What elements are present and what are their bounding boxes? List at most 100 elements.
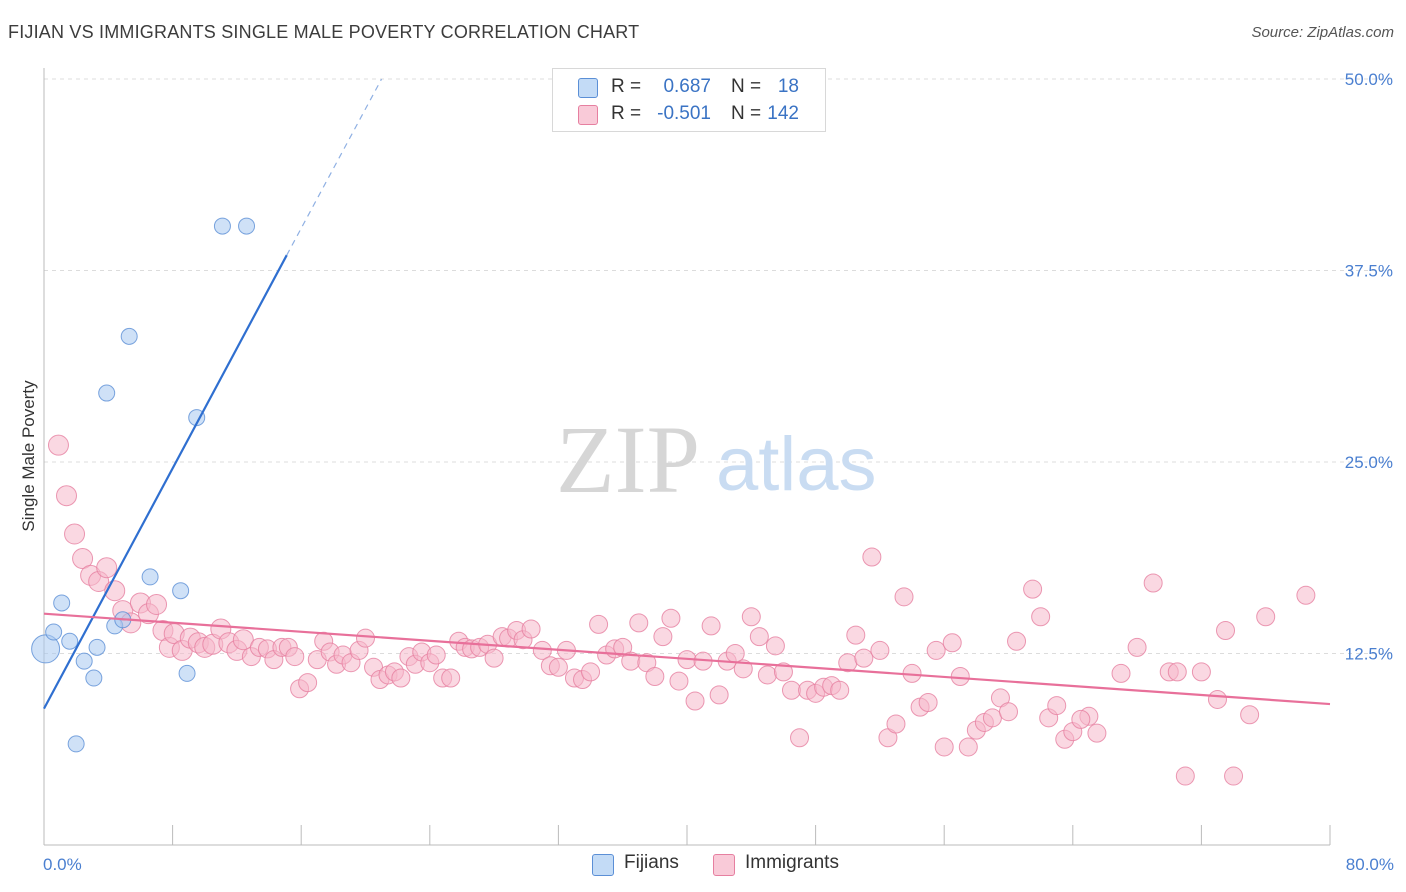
data-point-immigrants bbox=[645, 666, 665, 686]
data-point-immigrants bbox=[781, 680, 801, 700]
legend-n-label: N = bbox=[731, 76, 762, 97]
immigrants-swatch bbox=[578, 105, 598, 125]
data-point-immigrants bbox=[1240, 705, 1260, 725]
data-point-immigrants bbox=[72, 548, 94, 570]
data-point-immigrants bbox=[982, 708, 1002, 728]
data-point-immigrants bbox=[1216, 621, 1236, 641]
data-point-immigrants bbox=[521, 619, 541, 639]
data-point-immigrants bbox=[773, 662, 793, 682]
y-tick-label: 37.5% bbox=[1345, 262, 1393, 281]
data-point-immigrants bbox=[47, 434, 69, 456]
data-point-fijians bbox=[75, 652, 93, 670]
data-point-immigrants bbox=[1207, 689, 1227, 709]
series-immigrants bbox=[47, 434, 1316, 786]
data-point-fijians bbox=[85, 669, 103, 687]
trend-lines bbox=[43, 78, 1331, 710]
data-point-immigrants bbox=[1191, 662, 1211, 682]
trend-line-extension bbox=[286, 78, 383, 256]
data-point-immigrants bbox=[1143, 573, 1163, 593]
data-point-immigrants bbox=[854, 648, 874, 668]
y-tick-label: 12.5% bbox=[1345, 645, 1393, 664]
legend-r-label: R = bbox=[611, 76, 642, 97]
data-point-immigrants bbox=[391, 668, 411, 688]
data-point-immigrants bbox=[96, 557, 118, 579]
data-point-immigrants bbox=[532, 640, 552, 660]
data-point-fijians bbox=[88, 638, 106, 656]
y-tick-label: 25.0% bbox=[1345, 453, 1393, 472]
data-point-immigrants bbox=[685, 691, 705, 711]
x-tick-label-min: 0.0% bbox=[43, 855, 82, 874]
data-point-immigrants bbox=[709, 685, 729, 705]
data-point-immigrants bbox=[1007, 631, 1027, 651]
series-fijians bbox=[31, 217, 256, 753]
grid-layer bbox=[44, 78, 1394, 654]
data-point-immigrants bbox=[669, 671, 689, 691]
data-point-immigrants bbox=[285, 647, 305, 667]
data-point-immigrants bbox=[1087, 723, 1107, 743]
legend-r-value: 0.687 bbox=[663, 76, 711, 97]
data-point-fijians bbox=[141, 568, 159, 586]
data-point-immigrants bbox=[484, 648, 504, 668]
data-point-immigrants bbox=[862, 547, 882, 567]
data-point-immigrants bbox=[934, 737, 954, 757]
data-point-immigrants bbox=[441, 668, 461, 688]
data-point-immigrants bbox=[581, 662, 601, 682]
trend-line-immigrants bbox=[43, 612, 1331, 706]
x-axis bbox=[43, 68, 1331, 846]
source-label: Source: ZipAtlas.com bbox=[1251, 24, 1394, 41]
data-point-immigrants bbox=[653, 627, 673, 647]
data-point-immigrants bbox=[548, 657, 568, 677]
y-axis-ticks: 12.5% 25.0% 37.5% 50.0% bbox=[1345, 70, 1393, 664]
data-point-immigrants bbox=[830, 680, 850, 700]
data-point-immigrants bbox=[298, 673, 318, 693]
data-point-immigrants bbox=[958, 737, 978, 757]
legend-r-value: -0.501 bbox=[657, 103, 711, 124]
data-point-fijians bbox=[178, 664, 196, 682]
data-point-immigrants bbox=[1071, 709, 1091, 729]
data-point-immigrants bbox=[64, 523, 86, 545]
data-point-immigrants bbox=[765, 636, 785, 656]
data-point-immigrants bbox=[741, 607, 761, 627]
legend-n-label: N = bbox=[731, 103, 762, 124]
data-point-fijians bbox=[53, 594, 71, 612]
data-point-immigrants bbox=[1127, 637, 1147, 657]
data-point-immigrants bbox=[1047, 696, 1067, 716]
fijians-swatch bbox=[592, 854, 614, 876]
data-point-immigrants bbox=[146, 593, 168, 615]
data-point-immigrants bbox=[56, 485, 78, 507]
legend-r-label: R = bbox=[611, 103, 642, 124]
data-point-immigrants bbox=[629, 613, 649, 633]
data-point-immigrants bbox=[999, 702, 1018, 722]
data-point-immigrants bbox=[1031, 607, 1051, 627]
watermark-atlas: atlas bbox=[716, 422, 877, 507]
data-point-fijians bbox=[213, 217, 231, 235]
data-point-immigrants bbox=[232, 629, 254, 651]
data-point-immigrants bbox=[1256, 607, 1276, 627]
data-point-fijians bbox=[172, 582, 190, 600]
data-point-fijians bbox=[67, 735, 85, 753]
legend-row-immigrants: R = -0.501 N = 142 bbox=[553, 101, 825, 127]
data-point-fijians bbox=[61, 632, 79, 650]
legend-n-value: 18 bbox=[777, 76, 799, 97]
data-point-immigrants bbox=[1175, 766, 1195, 786]
data-point-immigrants bbox=[1224, 766, 1244, 786]
data-point-fijians bbox=[45, 623, 63, 641]
data-point-immigrants bbox=[426, 645, 446, 665]
fijians-label: Fijians bbox=[624, 852, 679, 873]
data-point-immigrants bbox=[846, 625, 866, 645]
data-point-immigrants bbox=[790, 728, 810, 748]
immigrants-swatch bbox=[713, 854, 735, 876]
data-point-immigrants bbox=[749, 627, 769, 647]
data-point-immigrants bbox=[701, 616, 721, 636]
data-point-immigrants bbox=[1111, 663, 1131, 683]
y-axis-label: Single Male Poverty bbox=[19, 380, 38, 532]
data-point-immigrants bbox=[661, 608, 681, 628]
data-point-immigrants bbox=[942, 633, 962, 653]
data-point-fijians bbox=[238, 217, 256, 235]
data-point-immigrants bbox=[918, 693, 938, 713]
watermark-zip: ZIP bbox=[556, 406, 700, 513]
chart-title: FIJIAN VS IMMIGRANTS SINGLE MALE POVERTY… bbox=[8, 22, 640, 42]
data-point-immigrants bbox=[733, 659, 753, 679]
data-point-immigrants bbox=[1296, 585, 1316, 605]
